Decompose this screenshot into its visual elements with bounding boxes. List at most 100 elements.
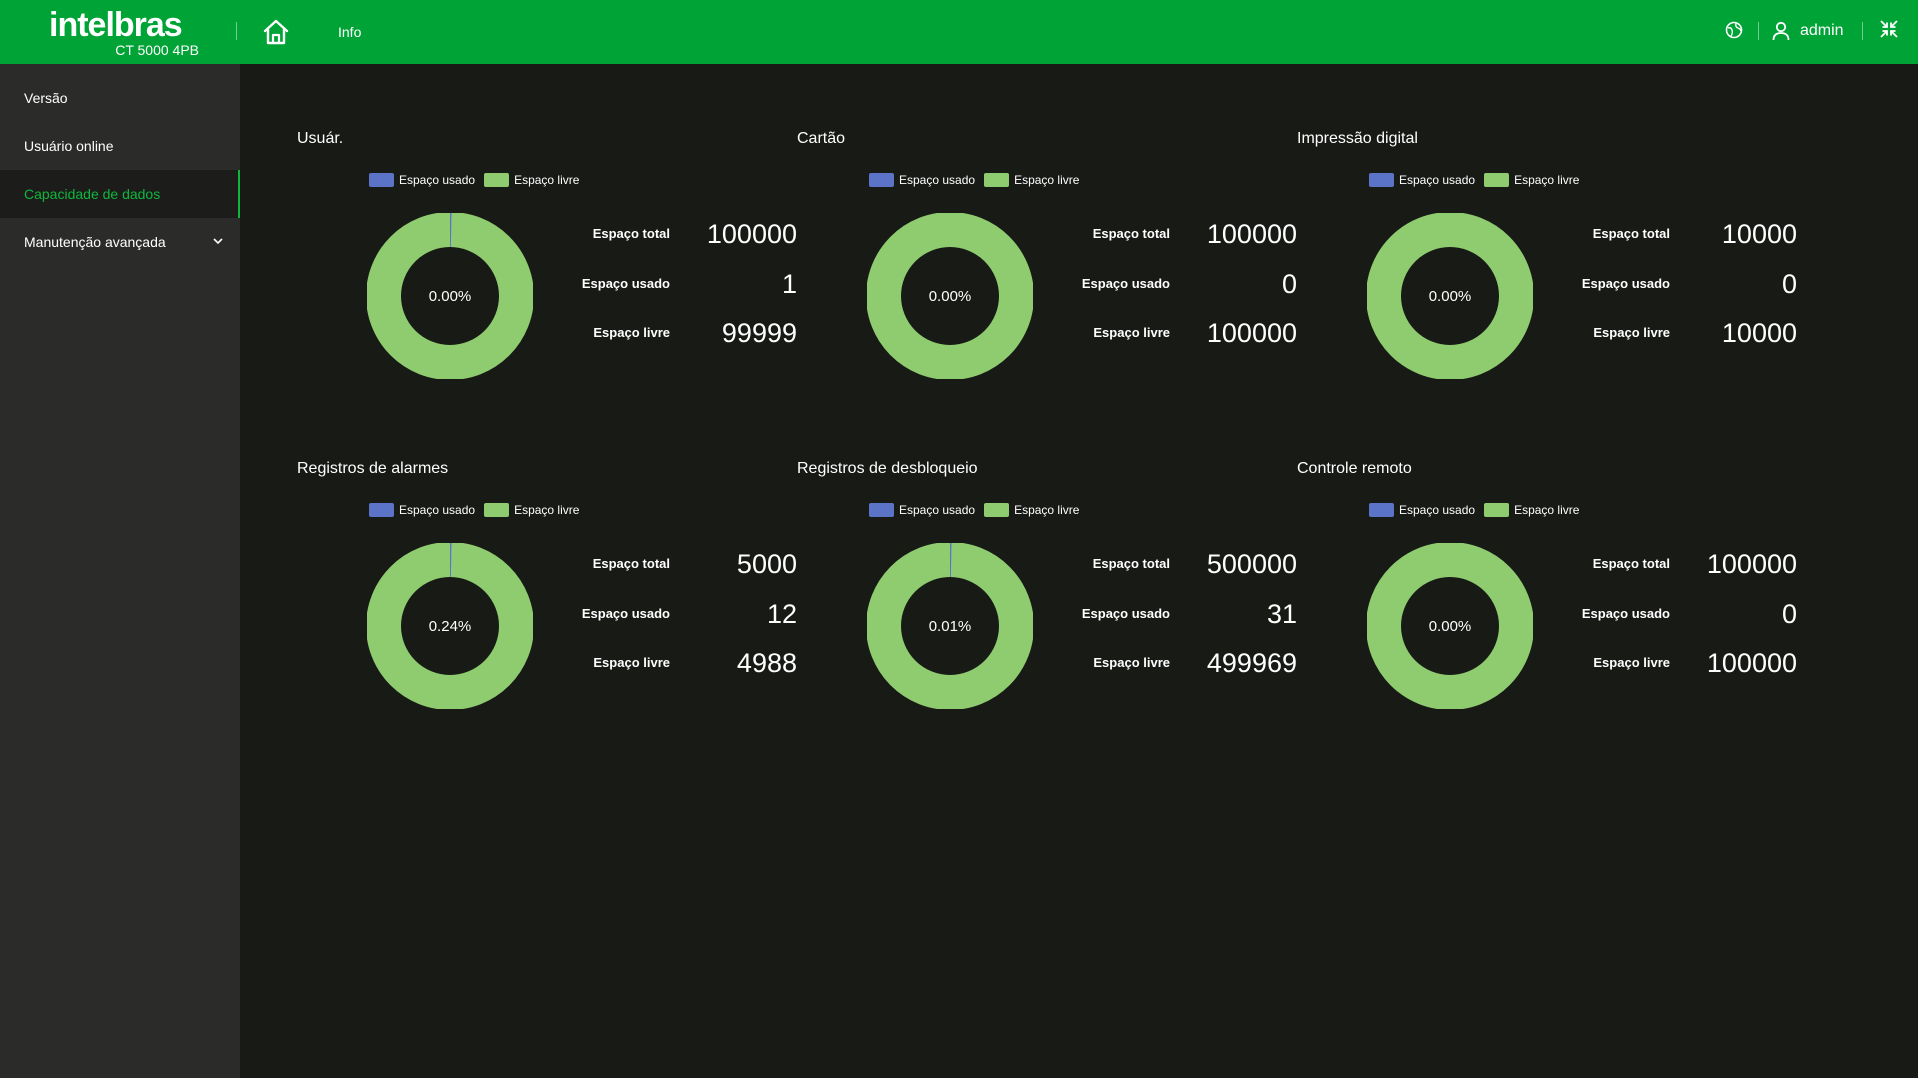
user-menu[interactable]: admin (1772, 19, 1844, 43)
legend-free[interactable]: Espaço livre (984, 173, 1079, 187)
stat-total-value: 500000 (1206, 549, 1297, 579)
donut-percent-label: 0.01% (929, 618, 972, 635)
usage-donut-chart: 0.24% (367, 543, 533, 709)
stat-used-row: Espaço usado 0 (1047, 258, 1297, 308)
legend-used-swatch (869, 503, 894, 517)
donut-used-segment (367, 543, 533, 709)
sidebar-item-versao[interactable]: Versão (0, 74, 240, 122)
usage-donut-chart: 0.00% (1367, 543, 1533, 709)
legend-free-label: Espaço livre (1014, 173, 1080, 187)
capacity-stats: Espaço total 100000 Espaço usado 0 Espaç… (1547, 538, 1797, 687)
stat-total-row: Espaço total 10000 (1547, 208, 1797, 258)
stat-total-value: 5000 (736, 549, 797, 579)
stat-free-label: Espaço livre (1093, 325, 1170, 340)
capacity-stats: Espaço total 100000 Espaço usado 0 Espaç… (1047, 208, 1297, 357)
legend-used[interactable]: Espaço usado (1369, 173, 1475, 187)
legend-free-label: Espaço livre (1514, 173, 1580, 187)
sidebar-item-usuario-online[interactable]: Usuário online (0, 122, 240, 170)
sidebar-item-capacidade-de-dados[interactable]: Capacidade de dados (0, 170, 240, 218)
capacity-card-cartao: Cartão Espaço usado Espaço livre 0.00% E… (797, 128, 1297, 428)
card-title: Usuár. (297, 130, 344, 147)
capacity-stats: Espaço total 500000 Espaço usado 31 Espa… (1047, 538, 1297, 687)
legend-used[interactable]: Espaço usado (369, 503, 475, 517)
stat-free-value: 4988 (736, 648, 797, 678)
legend-free[interactable]: Espaço livre (1484, 503, 1579, 517)
header-divider (1758, 22, 1759, 40)
legend-free[interactable]: Espaço livre (1484, 173, 1579, 187)
legend-free[interactable]: Espaço livre (484, 503, 579, 517)
legend-used[interactable]: Espaço usado (369, 173, 475, 187)
stat-total-row: Espaço total 100000 (1047, 208, 1297, 258)
brand-logo: intelbras CT 5000 4PB (49, 6, 199, 58)
card-title: Impressão digital (1297, 130, 1418, 147)
user-name: admin (1800, 22, 1844, 39)
stat-free-label: Espaço livre (1093, 655, 1170, 670)
language-button[interactable] (1724, 20, 1744, 40)
stat-used-value: 1 (781, 268, 797, 299)
legend-used-label: Espaço usado (1399, 503, 1476, 517)
stat-used-row: Espaço usado 0 (1547, 258, 1797, 308)
stat-used-label: Espaço usado (1081, 605, 1170, 621)
capacity-stats: Espaço total 5000 Espaço usado 12 Espaço… (547, 538, 797, 687)
donut-percent-label: 0.00% (929, 288, 972, 305)
stat-total-value: 10000 (1721, 219, 1797, 249)
legend-used-swatch (869, 173, 894, 187)
stat-used-label: Espaço usado (581, 275, 670, 291)
stat-used-value: 0 (1781, 598, 1797, 629)
stat-used-value: 31 (1266, 598, 1297, 629)
legend-free[interactable]: Espaço livre (484, 173, 579, 187)
legend-used-swatch (1369, 173, 1394, 187)
shrink-icon (1880, 20, 1898, 38)
exit-fullscreen-button[interactable] (1878, 18, 1900, 40)
legend-used[interactable]: Espaço usado (869, 503, 975, 517)
donut-free-segment (1367, 213, 1533, 379)
stat-total-label: Espaço total (1592, 226, 1670, 241)
stat-free-value: 499969 (1206, 648, 1297, 678)
chart-legend: Espaço usado Espaço livre (869, 172, 1088, 188)
stat-total-label: Espaço total (592, 556, 670, 571)
legend-used[interactable]: Espaço usado (1369, 503, 1475, 517)
donut-free-segment (1367, 543, 1533, 709)
stat-total-row: Espaço total 100000 (1547, 538, 1797, 588)
legend-used[interactable]: Espaço usado (869, 173, 975, 187)
stat-total-label: Espaço total (1092, 226, 1170, 241)
header-divider (236, 22, 237, 40)
stat-used-row: Espaço usado 0 (1547, 588, 1797, 638)
chevron-down-icon (213, 238, 223, 245)
donut-percent-label: 0.24% (429, 618, 472, 635)
stat-total-row: Espaço total 100000 (547, 208, 797, 258)
stat-free-row: Espaço livre 99999 (547, 307, 797, 357)
chart-legend: Espaço usado Espaço livre (869, 502, 1088, 518)
stat-free-value: 99999 (721, 318, 797, 348)
capacity-stats: Espaço total 10000 Espaço usado 0 Espaço… (1547, 208, 1797, 357)
stat-total-value: 100000 (1206, 219, 1297, 249)
chart-legend: Espaço usado Espaço livre (1369, 172, 1588, 188)
usage-donut-chart: 0.00% (1367, 213, 1533, 379)
sidebar-item-manutencao-avancada[interactable]: Manutenção avançada (0, 218, 240, 266)
legend-free-swatch (484, 503, 510, 517)
legend-free[interactable]: Espaço livre (984, 503, 1079, 517)
legend-free-swatch (984, 173, 1010, 187)
stat-free-label: Espaço livre (593, 655, 670, 670)
stat-used-value: 0 (1781, 268, 1797, 299)
usage-donut-chart: 0.01% (867, 543, 1033, 709)
nav-info-tab[interactable]: Info (338, 24, 362, 40)
chart-legend: Espaço usado Espaço livre (369, 172, 588, 188)
stat-used-label: Espaço usado (1081, 275, 1170, 291)
legend-used-swatch (369, 503, 394, 517)
stat-used-row: Espaço usado 31 (1047, 588, 1297, 638)
legend-free-swatch (1484, 173, 1510, 187)
stat-used-label: Espaço usado (1581, 605, 1670, 621)
device-model: CT 5000 4PB (115, 42, 199, 58)
legend-free-label: Espaço livre (1514, 503, 1580, 517)
stat-used-row: Espaço usado 12 (547, 588, 797, 638)
capacity-stats: Espaço total 100000 Espaço usado 1 Espaç… (547, 208, 797, 357)
stat-free-value: 100000 (1206, 318, 1297, 348)
home-button[interactable] (260, 16, 292, 48)
stat-total-value: 100000 (706, 219, 797, 249)
capacity-card-impressao-digital: Impressão digital Espaço usado Espaço li… (1297, 128, 1797, 428)
legend-used-label: Espaço usado (899, 173, 976, 187)
stat-free-value: 10000 (1721, 318, 1797, 348)
legend-free-swatch (984, 503, 1010, 517)
usage-donut-chart: 0.00% (367, 213, 533, 379)
